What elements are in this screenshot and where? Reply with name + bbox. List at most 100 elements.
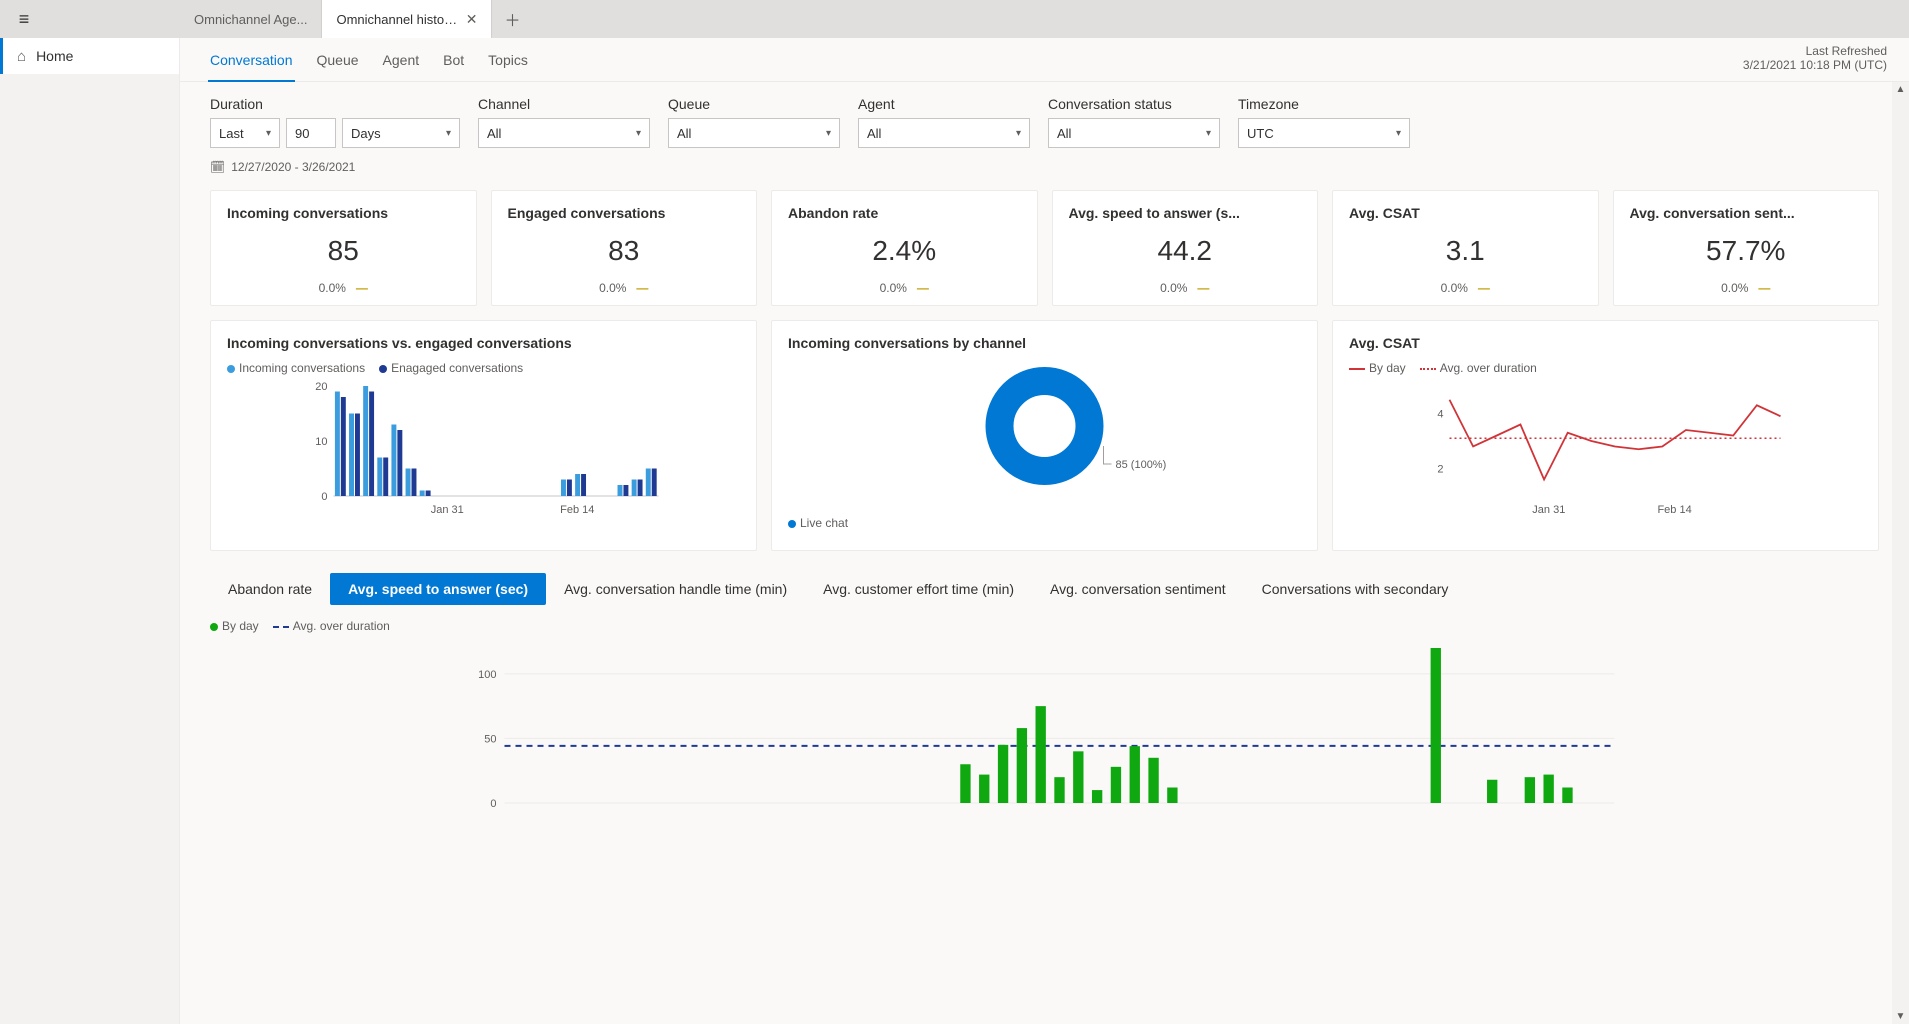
duration-unit-select[interactable]: Days▾ xyxy=(342,118,460,148)
svg-text:20: 20 xyxy=(315,381,327,393)
svg-text:Feb 14: Feb 14 xyxy=(1657,504,1691,516)
duration-number-input[interactable]: 90 xyxy=(286,118,336,148)
sidebar-item-home[interactable]: ⌂ Home xyxy=(0,38,179,74)
tab-bot[interactable]: Bot xyxy=(431,38,476,82)
filter-queue: Queue All▾ xyxy=(668,96,840,174)
kpi-card: Avg. speed to answer (s... 44.2 0.0%— xyxy=(1052,190,1319,306)
chart-incoming-vs-engaged: Incoming conversations vs. engaged conve… xyxy=(210,320,757,551)
kpi-value: 85 xyxy=(227,235,460,267)
tab-queue[interactable]: Queue xyxy=(305,38,371,82)
kpi-card: Avg. CSAT 3.1 0.0%— xyxy=(1332,190,1599,306)
svg-text:50: 50 xyxy=(484,733,496,745)
kpi-value: 83 xyxy=(508,235,741,267)
scroll-down-icon[interactable]: ▼ xyxy=(1896,1011,1906,1022)
kpi-value: 44.2 xyxy=(1069,235,1302,267)
chart-by-channel: Incoming conversations by channel 85 (10… xyxy=(771,320,1318,551)
app-tab-1[interactable]: Omnichannel historical an... ✕ xyxy=(322,0,492,38)
new-tab-button[interactable]: ＋ xyxy=(492,0,532,38)
line-chart: 2 4 Jan 31 Feb 14 xyxy=(1349,381,1862,521)
kpi-delta: 0.0%— xyxy=(1069,281,1302,295)
filters-row: Duration Last▾ 90 Days▾ 🗓 12/27/2020 - 3… xyxy=(210,96,1879,174)
charts-row: Incoming conversations vs. engaged conve… xyxy=(210,320,1879,551)
hamburger-icon[interactable]: ≡ xyxy=(0,0,48,38)
metric-tab-speed[interactable]: Avg. speed to answer (sec) xyxy=(330,573,546,605)
kpi-title: Engaged conversations xyxy=(508,205,741,221)
svg-text:10: 10 xyxy=(315,436,327,448)
channel-select[interactable]: All▾ xyxy=(478,118,650,148)
metric-tab-effort[interactable]: Avg. customer effort time (min) xyxy=(805,573,1032,605)
duration-relative-select[interactable]: Last▾ xyxy=(210,118,280,148)
tab-topics[interactable]: Topics xyxy=(476,38,540,82)
scrollbar[interactable]: ▲ ▼ xyxy=(1892,82,1909,1024)
kpi-value: 2.4% xyxy=(788,235,1021,267)
kpi-card: Engaged conversations 83 0.0%— xyxy=(491,190,758,306)
chevron-down-icon: ▾ xyxy=(1016,128,1021,139)
left-sidebar: ⌂ Home xyxy=(0,38,180,1024)
content-area: Conversation Queue Agent Bot Topics Last… xyxy=(180,38,1909,1024)
tab-conversation[interactable]: Conversation xyxy=(198,38,305,82)
chart-avg-csat: Avg. CSAT By day Avg. over duration 24Ja… xyxy=(1332,320,1879,551)
close-icon[interactable]: ✕ xyxy=(466,11,478,28)
status-select[interactable]: All▾ xyxy=(1048,118,1220,148)
app-tab-label: Omnichannel Age... xyxy=(194,12,307,27)
agent-select[interactable]: All▾ xyxy=(858,118,1030,148)
queue-select[interactable]: All▾ xyxy=(668,118,840,148)
app-tab-label: Omnichannel historical an... xyxy=(336,12,457,27)
calendar-icon: 🗓 xyxy=(210,160,225,174)
metric-tab-strip: Abandon rate Avg. speed to answer (sec) … xyxy=(210,573,1879,605)
kpi-title: Incoming conversations xyxy=(227,205,460,221)
kpi-delta: 0.0%— xyxy=(508,281,741,295)
report-subnav: Conversation Queue Agent Bot Topics xyxy=(180,38,1909,82)
filter-channel: Channel All▾ xyxy=(478,96,650,174)
bar-chart: 01020Jan 31Feb 14 xyxy=(227,381,740,521)
svg-text:2: 2 xyxy=(1437,464,1443,476)
sidebar-item-label: Home xyxy=(36,48,73,64)
legend: By day Avg. over duration xyxy=(1349,361,1862,375)
kpi-delta: 0.0%— xyxy=(788,281,1021,295)
kpi-row: Incoming conversations850.0%—Engaged con… xyxy=(210,190,1879,306)
app-tabbar: ≡ Omnichannel Age... Omnichannel histori… xyxy=(0,0,1909,38)
chevron-down-icon: ▾ xyxy=(446,128,451,139)
filter-timezone: Timezone UTC▾ xyxy=(1238,96,1410,174)
svg-text:100: 100 xyxy=(478,669,496,681)
kpi-value: 3.1 xyxy=(1349,235,1582,267)
scroll-up-icon[interactable]: ▲ xyxy=(1896,84,1906,95)
chevron-down-icon: ▾ xyxy=(826,128,831,139)
filter-status: Conversation status All▾ xyxy=(1048,96,1220,174)
app-tab-0[interactable]: Omnichannel Age... xyxy=(180,0,322,38)
metric-tab-handle[interactable]: Avg. conversation handle time (min) xyxy=(546,573,805,605)
chevron-down-icon: ▾ xyxy=(266,128,271,139)
chevron-down-icon: ▾ xyxy=(1206,128,1211,139)
kpi-title: Avg. CSAT xyxy=(1349,205,1582,221)
tab-agent[interactable]: Agent xyxy=(371,38,432,82)
kpi-title: Avg. conversation sent... xyxy=(1630,205,1863,221)
metric-tab-abandon[interactable]: Abandon rate xyxy=(210,573,330,605)
filter-agent: Agent All▾ xyxy=(858,96,1030,174)
metric-tab-sentiment[interactable]: Avg. conversation sentiment xyxy=(1032,573,1244,605)
last-refreshed: Last Refreshed 3/21/2021 10:18 PM (UTC) xyxy=(1743,44,1887,72)
kpi-card: Avg. conversation sent... 57.7% 0.0%— xyxy=(1613,190,1880,306)
donut-chart: 85 (100%) xyxy=(788,361,1301,511)
duration-range: 🗓 12/27/2020 - 3/26/2021 xyxy=(210,160,460,174)
kpi-card: Incoming conversations850.0%— xyxy=(210,190,477,306)
kpi-card: Abandon rate 2.4% 0.0%— xyxy=(771,190,1038,306)
filter-duration: Duration Last▾ 90 Days▾ 🗓 12/27/2020 - 3… xyxy=(210,96,460,174)
kpi-title: Abandon rate xyxy=(788,205,1021,221)
chevron-down-icon: ▾ xyxy=(636,128,641,139)
svg-text:85 (100%): 85 (100%) xyxy=(1116,459,1167,471)
svg-text:Jan 31: Jan 31 xyxy=(1532,504,1565,516)
kpi-delta: 0.0%— xyxy=(1630,281,1863,295)
report-body: Duration Last▾ 90 Days▾ 🗓 12/27/2020 - 3… xyxy=(180,82,1909,1024)
chart-speed-to-answer: By day Avg. over duration 050100 xyxy=(210,619,1879,828)
kpi-title: Avg. speed to answer (s... xyxy=(1069,205,1302,221)
kpi-value: 57.7% xyxy=(1630,235,1863,267)
metric-tab-secondary[interactable]: Conversations with secondary xyxy=(1244,573,1467,605)
bar-chart: 050100 xyxy=(210,643,1879,823)
legend: Live chat xyxy=(788,516,1301,530)
svg-text:4: 4 xyxy=(1437,409,1443,421)
legend: Incoming conversations Enagaged conversa… xyxy=(227,361,740,375)
chevron-down-icon: ▾ xyxy=(1396,128,1401,139)
timezone-select[interactable]: UTC▾ xyxy=(1238,118,1410,148)
kpi-delta: 0.0%— xyxy=(1349,281,1582,295)
svg-text:Jan 31: Jan 31 xyxy=(431,504,464,516)
